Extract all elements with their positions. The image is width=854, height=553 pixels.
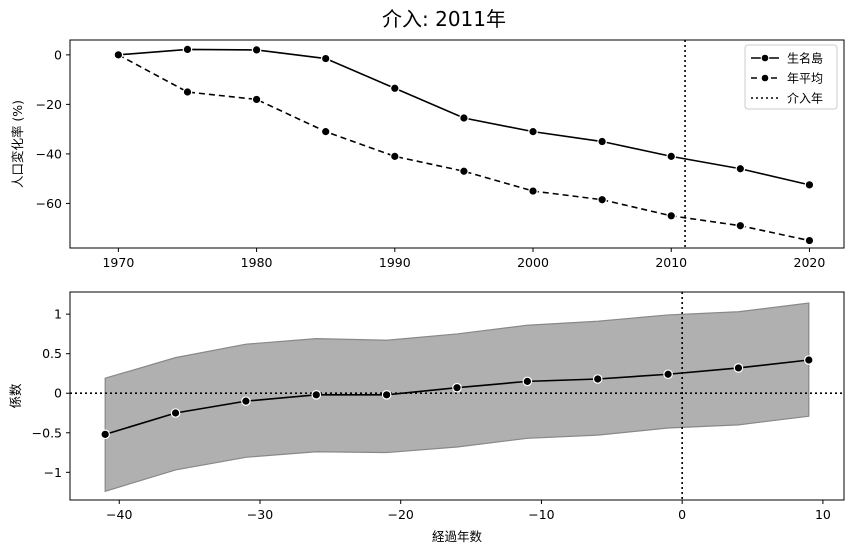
series-0-point [597,136,607,147]
bottom-x-tick-label: −20 [388,507,414,522]
bottom-chart: −40 −30 −20 −10 0 10 1 0.5 0 −0.5 −1 係数 経過年数 [8,291,845,544]
coefficient-point [663,369,673,380]
legend-label: 生名島 [787,51,823,66]
top-plot-area [113,40,815,248]
top-axis-ticks: 1970 1980 1990 2000 2010 2020 0 −20 −40 −60 [36,47,826,270]
confidence-band [104,302,810,493]
coefficient-point [381,390,392,400]
legend-label: 介入年 [787,92,823,106]
top-y-tick-label: −20 [36,97,62,112]
series-line-1 [117,54,810,242]
series-1-point [804,235,815,246]
top-x-tick-label: 1990 [379,255,411,270]
figure-title: 介入: 2011年 [382,7,506,31]
bottom-x-tick-label: −40 [106,507,132,522]
top-axes-frame [69,39,845,249]
bottom-x-tick-label: −10 [528,507,554,522]
series-1-point [113,50,124,60]
series-0-point [320,53,331,64]
top-chart: 1970 1980 1990 2000 2010 2020 0 −20 −40 −60 人口変化率… [10,39,845,270]
coefficient-point [170,408,181,418]
series-1-point [251,94,262,105]
bottom-y-tick-label: −1 [44,465,62,480]
series-0-point [528,126,538,137]
bottom-x-tick-label: −30 [247,507,273,522]
series-1-point [597,194,607,205]
coefficient-point [311,390,322,400]
legend-label: 年平均 [787,72,823,86]
series-1-point [459,166,469,177]
bottom-x-tick-label: 0 [678,507,686,522]
series-1-point [320,126,331,137]
coefficient-point [733,363,744,373]
coefficient-point [452,382,462,393]
series-0-point [251,45,262,55]
bottom-axes-frame [69,291,845,501]
bottom-axis-ticks: −40 −30 −20 −10 0 10 1 0.5 0 −0.5 −1 [32,307,831,522]
coefficient-point [522,376,533,387]
bottom-x-tick-label: 10 [815,507,831,522]
bottom-y-tick-label: −0.5 [32,425,62,440]
top-y-tick-label: 0 [54,47,62,62]
series-0-point [459,113,469,123]
top-x-tick-label: 2020 [794,255,826,270]
bottom-y-axis-label: 係数 [8,383,23,409]
top-y-tick-label: −60 [36,196,62,211]
top-y-tick-label: −40 [36,146,62,161]
legend-marker [760,53,770,63]
series-0-point [666,151,677,162]
series-1-point [735,220,746,231]
bottom-x-axis-label: 経過年数 [432,529,483,544]
bottom-y-tick-label: 0.5 [42,346,62,361]
series-1-point [666,211,677,221]
series-0-point [735,163,746,174]
coefficient-point [804,355,814,365]
top-x-tick-label: 1980 [241,255,273,270]
top-x-tick-label: 2010 [655,255,687,270]
bottom-y-tick-label: 0 [54,386,62,401]
series-1-point [390,151,400,162]
bottom-y-tick-label: 1 [54,307,62,322]
series-0-point [182,44,193,55]
coefficient-point [100,429,110,440]
coefficient-point [241,396,251,406]
bottom-plot-area [70,292,844,500]
series-1-point [182,87,193,97]
series-1-point [528,186,538,196]
series-0-point [390,83,400,94]
top-x-tick-label: 2000 [517,255,549,270]
top-x-tick-label: 1970 [102,255,134,270]
top-y-axis-label: 人口変化率 (%) [10,100,25,188]
series-0-point [804,180,815,190]
coefficient-point [592,374,603,384]
legend-marker [760,73,770,83]
